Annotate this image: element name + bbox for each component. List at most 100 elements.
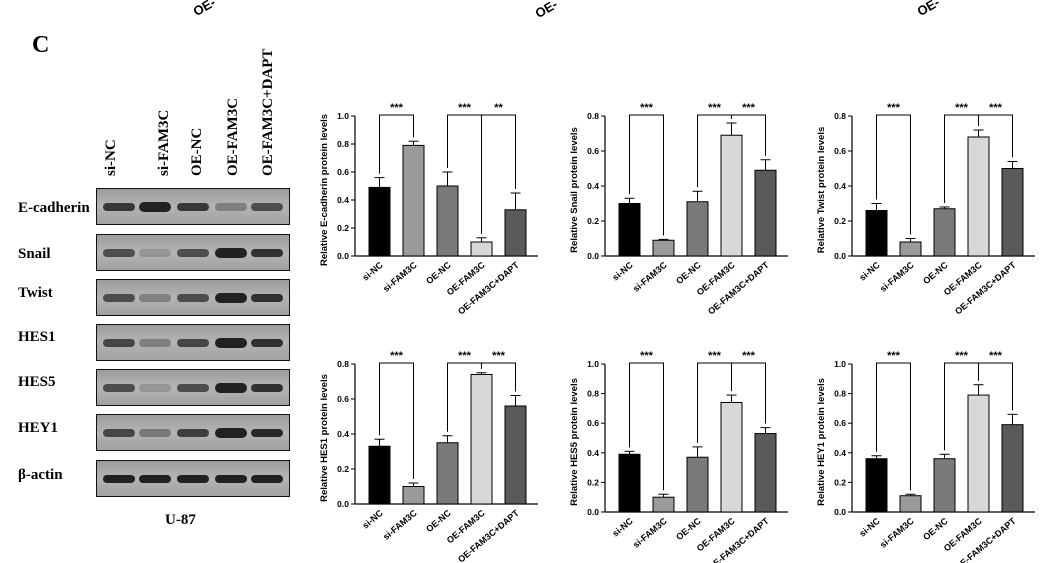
band xyxy=(177,203,209,211)
x-tick-label: si-FAM3C xyxy=(878,516,916,550)
band xyxy=(103,249,135,257)
x-tick-label: si-FAM3C xyxy=(878,260,916,294)
cell-line-label: U-87 xyxy=(165,512,196,528)
significance-bracket xyxy=(731,114,766,156)
band xyxy=(177,384,209,392)
band xyxy=(215,428,247,438)
y-tick-label: 0.8 xyxy=(834,389,846,399)
cut-header-1: OE- xyxy=(190,0,219,19)
band xyxy=(251,384,283,392)
y-tick-label: 0.2 xyxy=(834,216,846,226)
band xyxy=(139,249,171,257)
y-tick-label: 0.0 xyxy=(587,251,599,261)
lane-label-oe-fam3c-dapt: OE-FAM3C+DAPT xyxy=(260,48,276,176)
significance-label: *** xyxy=(989,102,1003,114)
blot-hey1 xyxy=(96,414,290,451)
significance-label: *** xyxy=(955,102,969,114)
significance-label: *** xyxy=(989,350,1003,362)
x-tick-label: OE-NC xyxy=(921,516,950,543)
significance-label: *** xyxy=(887,102,901,114)
band xyxy=(251,475,283,483)
band xyxy=(139,294,171,302)
band xyxy=(251,429,283,437)
bar xyxy=(470,374,493,505)
panel-label: C xyxy=(32,32,50,58)
y-tick-label: 0.6 xyxy=(834,418,846,428)
y-tick-label: 0.8 xyxy=(587,389,599,399)
x-tick-label: OE-FAM3C+DAPT xyxy=(456,260,521,317)
significance-bracket xyxy=(731,362,766,424)
blot-hes1 xyxy=(96,324,290,361)
y-tick-label: 1.0 xyxy=(337,111,349,121)
chart-snail: 0.0 0.2 0.4 0.6 0.8 Relative Snail protein le… xyxy=(569,102,788,317)
significance-label: *** xyxy=(390,102,404,114)
bar xyxy=(933,208,956,257)
x-tick-label: OE-FAM3C+DAPT xyxy=(706,260,771,317)
row-label-hes5: HES5 xyxy=(18,374,56,390)
row-label-hes1: HES1 xyxy=(18,329,56,345)
blot-hes5 xyxy=(96,369,290,406)
band xyxy=(215,203,247,211)
bar xyxy=(470,241,493,257)
significance-label: *** xyxy=(708,102,722,114)
x-tick-label: si-NC xyxy=(360,508,385,531)
bar xyxy=(436,185,459,257)
row-label-snail: Snail xyxy=(18,246,51,262)
bar xyxy=(686,201,709,257)
chart-hes5: 0.0 0.2 0.4 0.6 0.8 1.0 Relative HES5 protein … xyxy=(569,350,788,563)
x-tick-label: si-NC xyxy=(610,516,635,539)
bar xyxy=(933,458,956,513)
x-tick-label: OE-FAM3C+DAPT xyxy=(953,260,1018,317)
bar xyxy=(967,394,990,513)
y-tick-label: 1.0 xyxy=(587,359,599,369)
y-tick-label: 1.0 xyxy=(834,359,846,369)
x-tick-label: si-NC xyxy=(360,260,385,283)
bar xyxy=(1001,168,1024,257)
y-tick-label: 0.6 xyxy=(834,146,846,156)
band xyxy=(139,475,171,483)
y-tick-label: 0.2 xyxy=(337,464,349,474)
x-tick-label: OE-NC xyxy=(674,516,703,543)
significance-label: *** xyxy=(887,350,901,362)
x-tick-label: si-NC xyxy=(857,260,882,283)
bar xyxy=(618,453,641,513)
bar xyxy=(754,433,777,513)
bar xyxy=(368,445,391,505)
bar xyxy=(899,241,922,257)
cut-header-3: OE- xyxy=(914,0,943,19)
significance-label: ** xyxy=(494,102,503,114)
bar xyxy=(720,401,743,513)
y-tick-label: 0.8 xyxy=(337,139,349,149)
significance-bracket xyxy=(978,114,1013,158)
cut-header-2: OE- xyxy=(532,0,561,22)
y-tick-label: 0.6 xyxy=(337,167,349,177)
bar xyxy=(967,136,990,257)
band xyxy=(103,339,135,347)
y-tick-label: 0.8 xyxy=(834,111,846,121)
y-axis-label: Relative HES5 protein levels xyxy=(569,378,580,506)
y-tick-label: 0.0 xyxy=(337,251,349,261)
x-tick-label: si-FAM3C xyxy=(631,516,669,550)
bar xyxy=(899,495,922,513)
row-label-twist: Twist xyxy=(18,285,53,301)
blot-beta-actin xyxy=(96,460,290,497)
blot-twist xyxy=(96,279,290,316)
band xyxy=(103,384,135,392)
y-tick-label: 0.0 xyxy=(834,507,846,517)
band xyxy=(251,294,283,302)
band xyxy=(177,294,209,302)
row-label-beta-actin: β-actin xyxy=(18,467,63,483)
lane-label-si-fam3c: si-FAM3C xyxy=(156,109,172,176)
y-tick-label: 0.2 xyxy=(587,216,599,226)
y-tick-label: 0.0 xyxy=(834,251,846,261)
x-tick-label: OE-FAM3C+DAPT xyxy=(456,508,521,563)
significance-label: *** xyxy=(708,350,722,362)
x-tick-label: si-FAM3C xyxy=(631,260,669,294)
band xyxy=(103,203,135,211)
bar xyxy=(504,209,527,257)
bar xyxy=(504,405,527,505)
lane-label-si-nc: si-NC xyxy=(103,139,119,176)
significance-bracket xyxy=(978,362,1013,411)
significance-bracket xyxy=(876,114,911,235)
bar xyxy=(436,442,459,505)
